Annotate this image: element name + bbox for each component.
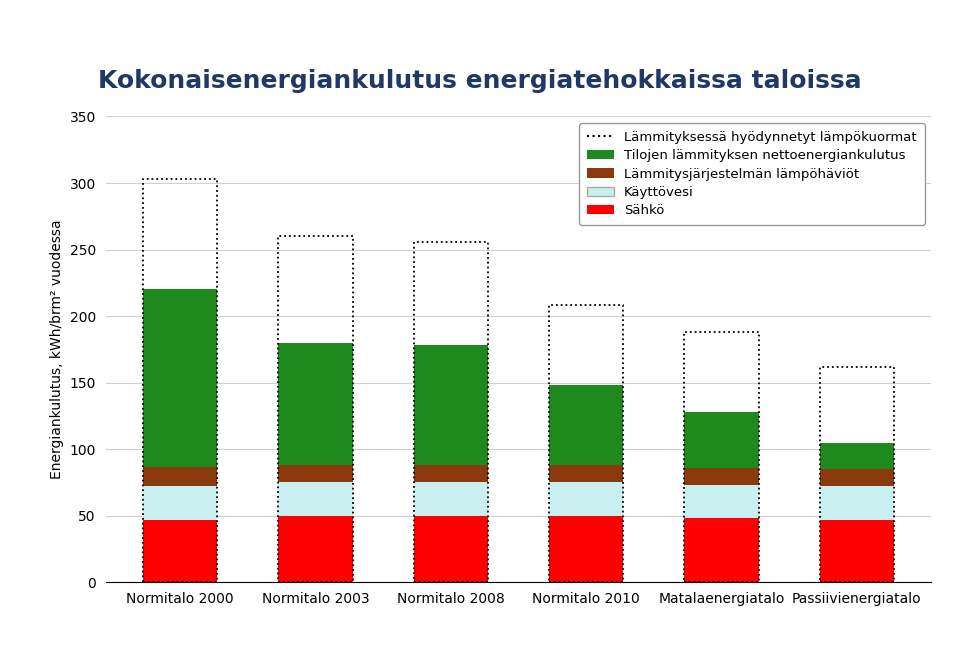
Text: Kokonaisenergiankulutus energiatehokkaissa taloissa: Kokonaisenergiankulutus energiatehokkais…: [98, 69, 862, 93]
Bar: [684, 485, 758, 518]
Bar: [278, 343, 352, 465]
Y-axis label: Energiankulutus, kWh/brm² vuodessa: Energiankulutus, kWh/brm² vuodessa: [50, 219, 64, 479]
Text: 6.6.2011    7: 6.6.2011 7: [816, 17, 904, 31]
Bar: [820, 487, 894, 520]
Bar: [820, 469, 894, 487]
Bar: [143, 466, 217, 487]
Bar: [143, 487, 217, 520]
Bar: [414, 465, 488, 483]
Bar: [278, 516, 352, 582]
Bar: [278, 465, 352, 483]
Bar: [278, 483, 352, 516]
Bar: [143, 289, 217, 466]
Bar: [820, 520, 894, 582]
Bar: [549, 516, 623, 582]
Bar: [414, 483, 488, 516]
Bar: [143, 520, 217, 582]
Text: VTT EXPERT SERVICES OY: VTT EXPERT SERVICES OY: [19, 17, 222, 31]
Bar: [549, 465, 623, 483]
Legend: Lämmityksessä hyödynnetyt lämpökuormat, Tilojen lämmityksen nettoenergiankulutus: Lämmityksessä hyödynnetyt lämpökuormat, …: [579, 123, 924, 225]
Bar: [549, 483, 623, 516]
Bar: [684, 518, 758, 582]
Bar: [549, 386, 623, 465]
Bar: [684, 412, 758, 468]
Bar: [414, 345, 488, 465]
Bar: [820, 443, 894, 469]
Bar: [684, 468, 758, 485]
Bar: [414, 516, 488, 582]
